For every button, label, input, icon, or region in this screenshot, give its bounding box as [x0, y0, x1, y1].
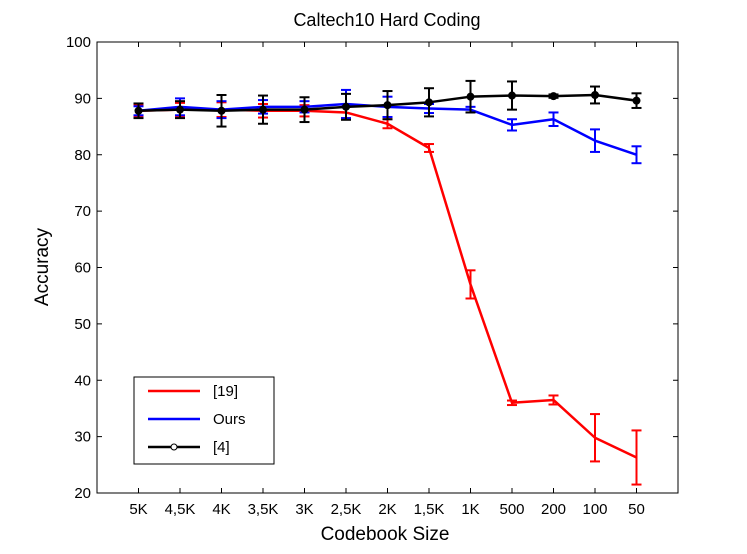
legend: [19] Ours [4] — [133, 376, 275, 465]
series-layer — [133, 79, 642, 486]
y-axis: 20 30 40 50 60 70 80 90 100 — [66, 34, 678, 502]
data-point — [176, 105, 184, 114]
x-axis: 5K 4,5K 4K 3,5K 3K 2,5K 2K 1,5K 1K 500 200 100 50 — [129, 42, 645, 518]
y-tick-label: 20 — [74, 485, 91, 502]
x-tick-label: 200 — [541, 501, 566, 518]
x-tick-label: 500 — [499, 501, 524, 518]
y-tick-label: 70 — [74, 203, 91, 220]
data-point — [425, 98, 433, 107]
x-tick-label: 2,5K — [331, 501, 362, 518]
y-tick-label: 60 — [74, 260, 91, 277]
data-point — [591, 90, 599, 99]
data-point — [134, 106, 143, 115]
y-tick-label: 80 — [74, 147, 91, 164]
data-point — [632, 96, 641, 105]
y-tick-label: 100 — [66, 34, 91, 51]
x-tick-label: 1K — [461, 501, 479, 518]
data-point — [342, 102, 350, 111]
chart-title: Caltech10 Hard Coding — [293, 10, 480, 30]
x-tick-label: 50 — [628, 501, 645, 518]
legend-label: [4] — [213, 439, 230, 456]
series-2 — [133, 79, 642, 128]
y-tick-label: 90 — [74, 90, 91, 107]
y-tick-label: 30 — [74, 429, 91, 446]
data-point — [508, 91, 516, 100]
x-tick-label: 1,5K — [414, 501, 445, 518]
x-tick-label: 4K — [212, 501, 230, 518]
x-tick-label: 100 — [582, 501, 607, 518]
x-tick-label: 3K — [295, 501, 313, 518]
x-tick-label: 3,5K — [248, 501, 279, 518]
legend-label: [19] — [213, 383, 238, 400]
y-tick-label: 50 — [74, 316, 91, 333]
legend-label: Ours — [213, 411, 246, 428]
x-tick-label: 4,5K — [165, 501, 196, 518]
data-point — [300, 105, 309, 114]
data-point — [466, 92, 475, 101]
data-point — [217, 106, 226, 115]
data-point — [383, 101, 392, 110]
x-tick-label: 2K — [378, 501, 396, 518]
data-point — [549, 92, 558, 101]
x-axis-title: Codebook Size — [321, 524, 450, 545]
x-tick-label: 5K — [129, 501, 147, 518]
y-tick-label: 40 — [74, 372, 91, 389]
data-point — [259, 105, 267, 114]
legend-marker — [170, 443, 178, 451]
y-axis-title: Accuracy — [32, 227, 53, 306]
